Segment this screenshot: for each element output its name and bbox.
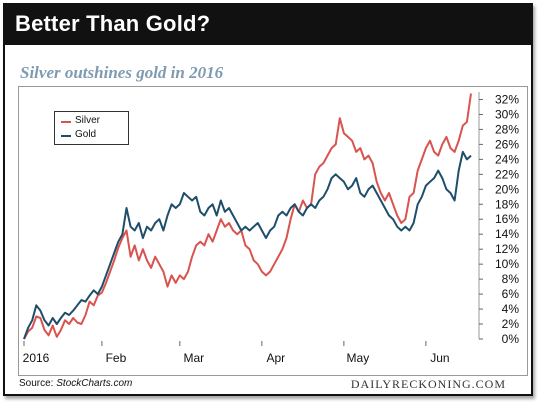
x-tick-label: Mar bbox=[183, 351, 204, 365]
y-tick-label: 18% bbox=[495, 197, 519, 211]
line-chart: 0%2%4%6%8%10%12%14%16%18%20%22%24%26%28%… bbox=[23, 92, 520, 365]
source-prefix: Source: bbox=[19, 378, 57, 389]
y-tick-label: 24% bbox=[495, 152, 519, 166]
y-tick-label: 2% bbox=[502, 317, 520, 331]
y-tick-label: 22% bbox=[495, 167, 519, 181]
legend-swatch-silver bbox=[61, 121, 71, 123]
x-tick-label: Feb bbox=[106, 351, 127, 365]
legend: Silver Gold bbox=[54, 111, 129, 145]
y-tick-label: 16% bbox=[495, 212, 519, 226]
legend-label-gold: Gold bbox=[75, 129, 97, 140]
y-tick-label: 12% bbox=[495, 242, 519, 256]
series-line-gold bbox=[23, 150, 472, 340]
x-tick-label: Apr bbox=[267, 351, 286, 365]
y-tick-label: 8% bbox=[502, 272, 520, 286]
brand-footer: DAILYRECKONING.COM bbox=[350, 377, 506, 391]
y-tick-label: 26% bbox=[495, 137, 519, 151]
y-tick-label: 14% bbox=[495, 227, 519, 241]
source-note: Source: StockCharts.com bbox=[19, 378, 132, 389]
header-bar: Better Than Gold? bbox=[5, 5, 531, 45]
series-line-silver bbox=[23, 93, 472, 340]
legend-swatch-gold bbox=[61, 135, 71, 137]
y-tick-label: 20% bbox=[495, 182, 519, 196]
y-tick-label: 32% bbox=[495, 92, 519, 106]
plot-area: 0% 2% 4% 6% 8% 10% 12% 14% 16% 18% 20% 22% 24% 26% 28%… bbox=[18, 86, 528, 376]
y-tick-label: 30% bbox=[495, 107, 519, 121]
x-tick-label: Jun bbox=[430, 351, 449, 365]
y-tick-label: 28% bbox=[495, 122, 519, 136]
chart-card: Better Than Gold? Silver outshines gold … bbox=[3, 3, 533, 396]
y-tick-label: 4% bbox=[502, 302, 520, 316]
y-tick-label: 0% bbox=[502, 332, 520, 346]
chart-subtitle: Silver outshines gold in 2016 bbox=[20, 63, 224, 82]
y-tick-label: 10% bbox=[495, 257, 519, 271]
legend-label-silver: Silver bbox=[75, 115, 101, 126]
x-tick-label: 2016 bbox=[23, 351, 50, 365]
y-tick-label: 6% bbox=[502, 287, 520, 301]
source-name: StockCharts.com bbox=[56, 378, 133, 389]
chart-title: Better Than Gold? bbox=[15, 11, 211, 36]
x-tick-label: May bbox=[347, 351, 370, 365]
